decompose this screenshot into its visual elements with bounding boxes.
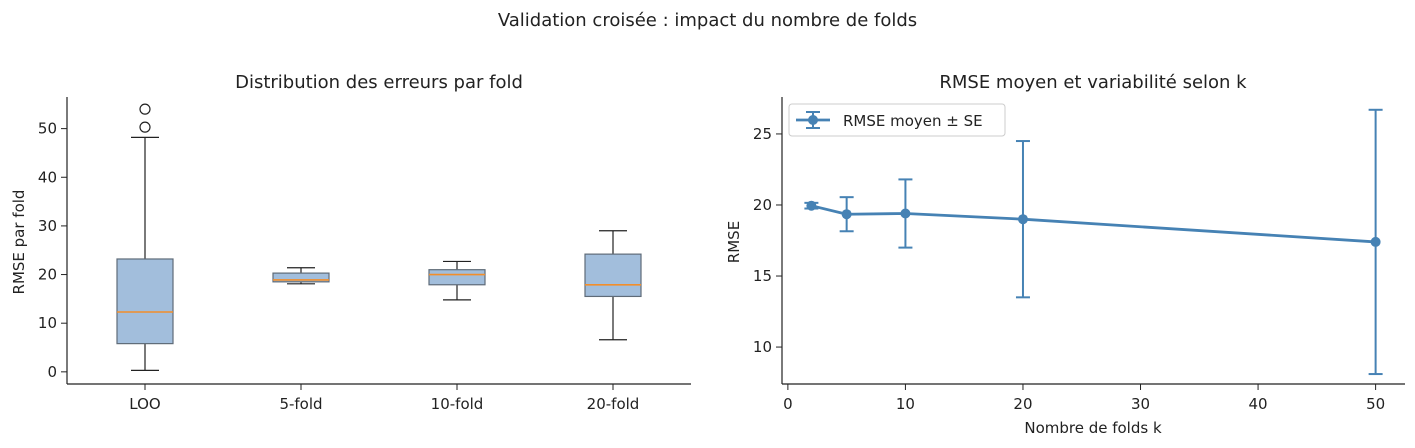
errorbar-x-tick-label: 50 bbox=[1366, 395, 1385, 413]
legend: RMSE moyen ± SE bbox=[788, 103, 1006, 137]
errorbar-x-tick-label: 10 bbox=[896, 395, 915, 413]
data-point bbox=[841, 209, 852, 220]
boxplot-x-tick-label: 10-fold bbox=[431, 395, 484, 413]
errorbar-y-axis-label: RMSE bbox=[725, 221, 743, 263]
boxplot-panel: Distribution des erreurs par fold RMSE p… bbox=[10, 72, 691, 413]
errorbar-y-ticks: 10 15 20 25 bbox=[753, 125, 782, 356]
errorbar-y-tick-label: 20 bbox=[753, 196, 772, 214]
series-line bbox=[811, 204, 1376, 244]
boxplot-marks bbox=[116, 103, 642, 371]
boxplot-y-ticks: 0 10 20 30 40 50 bbox=[38, 120, 67, 381]
errorbar-title: RMSE moyen et variabilité selon k bbox=[939, 72, 1247, 93]
legend-label: RMSE moyen ± SE bbox=[843, 112, 983, 130]
box-outlier bbox=[139, 121, 151, 133]
errorbar-x-tick-label: 30 bbox=[1131, 395, 1150, 413]
boxplot-y-tick-label: 30 bbox=[38, 217, 57, 235]
box-20-fold bbox=[584, 230, 642, 341]
errorbar-y-tick-label: 15 bbox=[753, 267, 772, 285]
boxplot-y-tick-label: 0 bbox=[47, 363, 57, 381]
data-point bbox=[1370, 236, 1381, 247]
box-outlier bbox=[139, 103, 151, 115]
figure-suptitle: Validation croisée : impact du nombre de… bbox=[498, 10, 917, 31]
errorbar-y-tick-label: 10 bbox=[753, 338, 772, 356]
boxplot-title: Distribution des erreurs par fold bbox=[235, 72, 523, 93]
errorbar-x-tick-label: 40 bbox=[1249, 395, 1268, 413]
boxplot-y-tick-label: 10 bbox=[38, 314, 57, 332]
boxplot-x-tick-label: LOO bbox=[129, 395, 160, 413]
box-iqr bbox=[116, 258, 174, 345]
box-5-fold bbox=[272, 267, 330, 285]
boxplot-x-tick-label: 5-fold bbox=[279, 395, 322, 413]
legend-frame bbox=[788, 103, 1006, 137]
boxplot-y-tick-label: 50 bbox=[38, 120, 57, 138]
box-10-fold bbox=[428, 260, 486, 301]
errorbar-x-tick-label: 20 bbox=[1013, 395, 1032, 413]
errorbar-x-ticks: 0 10 20 30 40 50 bbox=[783, 384, 1385, 413]
errorbar-panel: RMSE moyen et variabilité selon k RMSE N… bbox=[725, 72, 1405, 437]
boxplot-x-tick-label: 20-fold bbox=[587, 395, 640, 413]
errorbar-x-tick-label: 0 bbox=[783, 395, 793, 413]
boxplot-x-ticks: LOO 5-fold 10-fold 20-fold bbox=[129, 384, 639, 413]
errorbar-y-tick-label: 25 bbox=[753, 125, 772, 143]
box-iqr bbox=[428, 269, 486, 286]
data-point bbox=[900, 208, 911, 219]
data-point bbox=[806, 200, 817, 211]
boxplot-y-tick-label: 40 bbox=[38, 168, 57, 186]
data-point bbox=[1017, 214, 1028, 225]
legend-marker-sample bbox=[808, 115, 818, 125]
box-loo bbox=[116, 103, 174, 371]
errorbar-marks bbox=[804, 108, 1383, 376]
boxplot-y-axis-label: RMSE par fold bbox=[10, 190, 28, 295]
box-iqr bbox=[584, 253, 642, 298]
errorbar-x-axis-label: Nombre de folds k bbox=[1024, 419, 1162, 437]
box-iqr bbox=[272, 272, 330, 283]
boxplot-y-tick-label: 20 bbox=[38, 266, 57, 284]
